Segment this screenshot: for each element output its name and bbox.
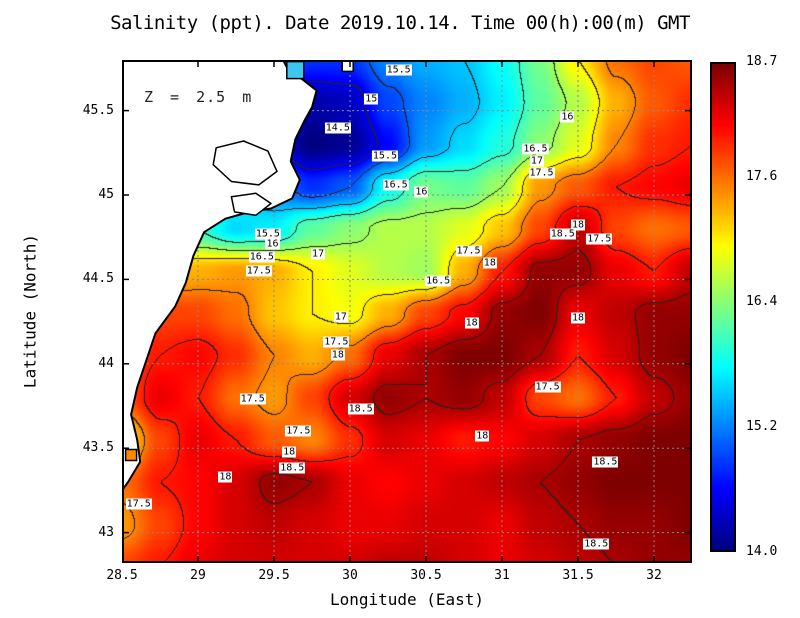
contour-label: 18 bbox=[475, 430, 490, 442]
contour-label: 16.5 bbox=[522, 143, 549, 155]
y-tick-label: 43.5 bbox=[82, 440, 114, 456]
contour-label: 17.5 bbox=[534, 381, 561, 393]
contour-label: 17.5 bbox=[528, 167, 555, 179]
colorbar-tick-label: 18.7 bbox=[746, 54, 778, 69]
contour-label: 18 bbox=[282, 446, 297, 458]
contour-label: 18.5 bbox=[583, 538, 610, 550]
contour-label: 17 bbox=[333, 311, 348, 323]
x-axis-title: Longitude (East) bbox=[329, 590, 485, 609]
x-tick-label: 31 bbox=[494, 568, 510, 583]
contour-label: 15 bbox=[364, 93, 379, 105]
station-marker bbox=[124, 448, 138, 462]
x-tick-label: 29.5 bbox=[258, 568, 290, 583]
contour-label: 18 bbox=[482, 257, 497, 269]
lagoon-outline bbox=[230, 192, 272, 217]
plot-area: Z = 2.5 m 15.5 15 14.5 15.5 16.5 16 16 16.5 17 17… bbox=[122, 60, 692, 563]
contour-label: 17.5 bbox=[323, 336, 350, 348]
colorbar-tick-label: 16.4 bbox=[746, 293, 778, 309]
colorbar-tick-label: 14.0 bbox=[746, 544, 778, 559]
contour-label: 15.5 bbox=[254, 228, 281, 240]
contour-label: 15.5 bbox=[385, 64, 412, 76]
depth-annotation: Z = 2.5 m bbox=[144, 88, 253, 106]
x-tick-label: 31.5 bbox=[562, 568, 594, 583]
contour-label: 18 bbox=[464, 317, 479, 329]
contour-label: 18 bbox=[330, 349, 345, 361]
contour-label: 18.5 bbox=[592, 456, 619, 468]
chart-title: Salinity (ppt). Date 2019.10.14. Time 00… bbox=[110, 12, 690, 34]
y-tick-label: 44 bbox=[98, 355, 114, 371]
contour-label: 14.5 bbox=[324, 122, 351, 134]
contour-label: 16.5 bbox=[382, 179, 409, 191]
y-axis-title: Latitude (North) bbox=[20, 233, 40, 389]
contour-label: 17 bbox=[311, 248, 326, 260]
x-tick-label: 30.5 bbox=[410, 568, 442, 583]
contour-label: 17 bbox=[529, 155, 544, 167]
y-tick-label: 45 bbox=[98, 187, 114, 203]
contour-label: 16 bbox=[265, 238, 280, 250]
x-tick-label: 30 bbox=[342, 568, 358, 583]
y-tick-label: 45.5 bbox=[82, 102, 114, 118]
contour-label: 18.5 bbox=[347, 403, 374, 415]
colorbar bbox=[710, 62, 736, 552]
y-tick-label: 44.5 bbox=[82, 271, 114, 287]
map-overlay bbox=[122, 60, 692, 563]
colorbar-canvas bbox=[712, 64, 734, 550]
contour-label: 18 bbox=[218, 471, 233, 483]
contour-label: 16.5 bbox=[425, 275, 452, 287]
contour-label: 18.5 bbox=[549, 228, 576, 240]
contour-label: 18 bbox=[570, 312, 586, 324]
contour-label: 18 bbox=[570, 219, 586, 231]
contour-label: 18.5 bbox=[279, 462, 306, 474]
contour-label: 17.5 bbox=[285, 425, 312, 437]
colorbar-tick-label: 15.2 bbox=[746, 419, 778, 435]
contour-label: 16 bbox=[414, 186, 429, 198]
contour-label: 16 bbox=[560, 111, 575, 123]
y-tick-label: 43 bbox=[98, 524, 114, 540]
station-marker bbox=[286, 60, 305, 80]
x-tick-label: 28.5 bbox=[106, 568, 138, 583]
x-tick-label: 29 bbox=[190, 568, 206, 583]
contour-label: 16.5 bbox=[248, 251, 275, 263]
contour-label: 17.5 bbox=[586, 233, 613, 245]
contour-label: 17.5 bbox=[239, 393, 266, 405]
contour-label: 17.5 bbox=[245, 265, 272, 277]
contour-label: 17.5 bbox=[455, 245, 482, 257]
station-marker bbox=[341, 60, 354, 73]
x-tick-label: 32 bbox=[646, 568, 662, 583]
lagoon-outline bbox=[212, 140, 278, 186]
contour-label: 15.5 bbox=[371, 150, 398, 162]
contour-label: 17.5 bbox=[125, 498, 152, 510]
colorbar-tick-label: 17.6 bbox=[746, 168, 778, 184]
